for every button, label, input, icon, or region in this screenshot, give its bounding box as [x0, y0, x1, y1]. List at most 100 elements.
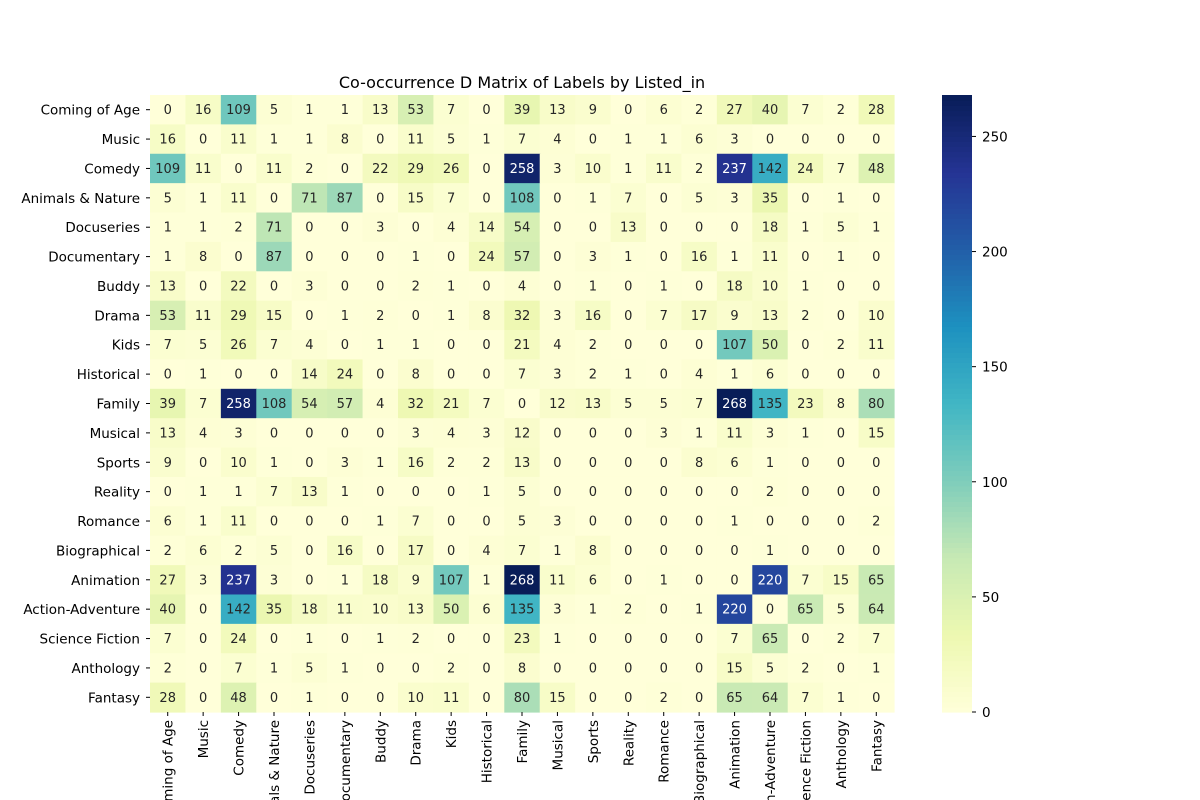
cell-value-label: 0 — [801, 133, 809, 148]
heatmap-cell — [575, 418, 612, 449]
heatmap-cell — [433, 565, 470, 596]
heatmap-cell — [220, 535, 257, 566]
column-label: Drama — [409, 720, 425, 766]
column-label: Romance — [657, 720, 673, 783]
heatmap-cell — [433, 300, 470, 331]
heatmap-cell — [858, 330, 895, 361]
cell-value-label: 5 — [270, 103, 278, 118]
heatmap-cell — [610, 565, 647, 596]
heatmap-cell — [256, 682, 293, 713]
heatmap-cell — [646, 388, 683, 419]
cell-value-label: 1 — [376, 632, 384, 647]
cell-value-label: 53 — [407, 103, 424, 118]
heatmap-cell — [433, 623, 470, 654]
cell-value-label: 5 — [305, 661, 313, 676]
heatmap-cell — [150, 212, 187, 243]
heatmap-cell — [185, 623, 222, 654]
cell-value-label: 11 — [195, 309, 212, 324]
cell-value-label: 14 — [478, 221, 495, 236]
heatmap-cell — [327, 359, 364, 390]
heatmap-cell — [787, 682, 824, 713]
heatmap-cell — [468, 653, 505, 684]
heatmap-cell — [220, 271, 257, 302]
heatmap-cell — [823, 271, 860, 302]
cell-value-label: 7 — [837, 162, 845, 177]
heatmap-cell — [256, 653, 293, 684]
heatmap-cell — [468, 330, 505, 361]
heatmap-cell — [681, 359, 718, 390]
heatmap-cell — [327, 535, 364, 566]
cell-value-label: 15 — [549, 691, 566, 706]
cell-value-label: 8 — [341, 133, 349, 148]
heatmap-cell — [398, 359, 435, 390]
colorbar-segment — [942, 547, 972, 554]
heatmap-cell — [362, 95, 399, 125]
colorbar-segment — [942, 341, 972, 348]
cell-value-label: 0 — [482, 661, 490, 676]
cell-value-label: 11 — [266, 162, 283, 177]
cell-value-label: 1 — [624, 162, 632, 177]
cell-value-label: 0 — [376, 250, 384, 265]
cell-value-label: 0 — [801, 485, 809, 500]
heatmap-cell — [150, 623, 187, 654]
cell-value-label: 13 — [514, 456, 531, 471]
cell-value-label: 5 — [447, 133, 455, 148]
cell-value-label: 1 — [199, 515, 207, 530]
cell-value-label: 1 — [589, 191, 597, 206]
cell-value-label: 2 — [305, 162, 313, 177]
row-label: Fantasy — [88, 690, 140, 706]
cell-value-label: 0 — [553, 279, 561, 294]
heatmap-cell — [504, 359, 541, 390]
cell-value-label: 0 — [376, 279, 384, 294]
colorbar-segment — [942, 197, 972, 204]
column-label: Sports — [586, 720, 602, 763]
cell-value-label: 15 — [266, 309, 283, 324]
heatmap-cell — [256, 212, 293, 243]
heatmap-cell — [716, 388, 753, 419]
heatmap-cell — [610, 124, 647, 155]
colorbar-segment — [942, 670, 972, 677]
colorbar-segment — [942, 382, 972, 389]
colorbar-segment — [942, 516, 972, 523]
cell-value-label: 1 — [801, 221, 809, 236]
cell-value-label: 2 — [164, 544, 172, 559]
heatmap-cell — [150, 594, 187, 625]
heatmap-cell — [681, 623, 718, 654]
heatmap-cell — [610, 476, 647, 507]
cell-value-label: 1 — [199, 221, 207, 236]
heatmap-cell — [185, 300, 222, 331]
cell-value-label: 0 — [199, 691, 207, 706]
heatmap-cell — [823, 565, 860, 596]
heatmap-cell — [610, 506, 647, 537]
colorbar-segment — [942, 552, 972, 559]
heatmap-cell — [220, 594, 257, 625]
cell-value-label: 0 — [730, 544, 738, 559]
cell-value-label: 0 — [305, 221, 313, 236]
colorbar-segment — [942, 223, 972, 230]
cell-value-label: 3 — [234, 426, 242, 441]
cell-value-label: 16 — [585, 309, 602, 324]
cell-value-label: 0 — [837, 515, 845, 530]
cell-value-label: 0 — [695, 221, 703, 236]
colorbar-segment — [942, 568, 972, 574]
heatmap-cell — [610, 330, 647, 361]
heatmap-cell — [468, 153, 505, 184]
heatmap-cell — [220, 300, 257, 331]
cell-value-label: 5 — [164, 191, 172, 206]
colorbar-segment — [942, 316, 972, 322]
colorbar-segment — [942, 676, 972, 682]
colorbar-segment — [942, 95, 972, 101]
cell-value-label: 3 — [589, 250, 597, 265]
heatmap-cell — [398, 271, 435, 302]
heatmap-cell — [823, 124, 860, 155]
colorbar-segment — [942, 254, 972, 261]
cell-value-label: 1 — [341, 573, 349, 588]
heatmap-cell — [823, 623, 860, 654]
colorbar-segment — [942, 120, 972, 127]
heatmap-cell — [681, 271, 718, 302]
heatmap-cell — [539, 124, 576, 155]
cell-value-label: 237 — [226, 573, 251, 588]
heatmap-cell — [787, 241, 824, 272]
cell-value-label: 14 — [301, 368, 318, 383]
cell-value-label: 1 — [801, 279, 809, 294]
